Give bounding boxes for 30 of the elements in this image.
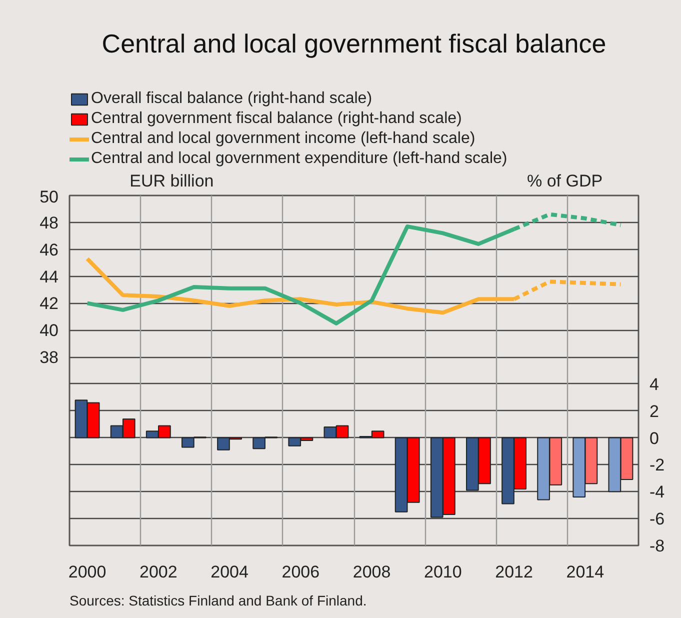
y2-tick-label: 4 bbox=[650, 374, 659, 394]
chart-title: Central and local government fiscal balance bbox=[102, 28, 606, 58]
x-tick-label: 2006 bbox=[282, 562, 320, 582]
y2-tick-label: -2 bbox=[650, 456, 665, 475]
x-tick-label: 2014 bbox=[566, 562, 604, 582]
x-tick-label: 2000 bbox=[68, 562, 106, 582]
y2-tick-label: 2 bbox=[650, 402, 659, 421]
y-tick-label: 50 bbox=[40, 188, 59, 206]
legend-label: Central government fiscal balance (right-hand scale) bbox=[91, 110, 462, 128]
y-tick-label: 46 bbox=[40, 240, 59, 260]
legend-label: Central and local government expenditure (left-hand scale) bbox=[91, 150, 508, 168]
y-tick-label: 42 bbox=[40, 294, 59, 314]
y-tick-label: 38 bbox=[40, 348, 59, 368]
y2-tick-label: 0 bbox=[650, 428, 659, 448]
x-tick-label: 2010 bbox=[424, 562, 462, 582]
source-note: Sources: Statistics Finland and Bank of Finland. bbox=[70, 592, 367, 608]
y2-tick-label: -4 bbox=[650, 482, 665, 502]
y2-tick-label: -6 bbox=[650, 510, 665, 529]
legend-label: Overall fiscal balance (right-hand scale) bbox=[91, 90, 372, 108]
y-tick-label: 44 bbox=[40, 267, 59, 286]
x-tick-label: 2012 bbox=[495, 562, 533, 582]
y-tick-label: 48 bbox=[40, 213, 59, 232]
legend-label: Central and local government income (left-hand scale) bbox=[91, 130, 476, 148]
y-tick-label: 40 bbox=[40, 321, 59, 340]
x-tick-label: 2008 bbox=[352, 562, 391, 582]
y-axis-title: EUR billion bbox=[130, 172, 214, 190]
x-tick-label: 2002 bbox=[139, 562, 178, 582]
y2-tick-label: -8 bbox=[650, 536, 665, 556]
x-tick-label: 2004 bbox=[210, 562, 248, 582]
y2-axis-title: % of GDP bbox=[526, 172, 603, 190]
